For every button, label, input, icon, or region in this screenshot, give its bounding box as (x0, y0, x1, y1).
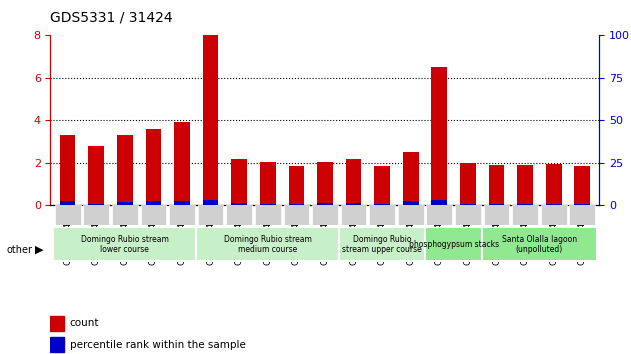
Bar (288, 166, 304, 205)
Bar (574, 204, 590, 205)
Bar (460, 163, 476, 205)
FancyBboxPatch shape (312, 205, 338, 225)
FancyBboxPatch shape (512, 205, 538, 225)
Bar (317, 162, 333, 205)
Bar (60, 201, 76, 205)
Bar (203, 200, 218, 205)
Text: ▶: ▶ (35, 245, 43, 255)
Bar (574, 166, 590, 205)
FancyBboxPatch shape (455, 205, 481, 225)
Bar (88, 204, 104, 205)
FancyBboxPatch shape (341, 205, 367, 225)
FancyBboxPatch shape (141, 205, 167, 225)
Bar (50, 337, 64, 352)
Bar (403, 201, 418, 205)
FancyBboxPatch shape (227, 205, 252, 225)
Bar (432, 67, 447, 205)
Bar (146, 201, 162, 205)
FancyBboxPatch shape (55, 205, 81, 225)
Bar (374, 166, 390, 205)
FancyBboxPatch shape (83, 205, 109, 225)
Bar (288, 204, 304, 205)
FancyBboxPatch shape (483, 205, 509, 225)
FancyBboxPatch shape (369, 205, 395, 225)
Bar (117, 135, 133, 205)
Bar (517, 204, 533, 205)
FancyBboxPatch shape (339, 227, 425, 261)
FancyBboxPatch shape (482, 227, 596, 261)
Bar (432, 200, 447, 205)
FancyBboxPatch shape (283, 205, 309, 225)
FancyBboxPatch shape (112, 205, 138, 225)
FancyBboxPatch shape (427, 205, 452, 225)
Bar (517, 165, 533, 205)
Bar (374, 204, 390, 205)
Bar (60, 135, 76, 205)
FancyBboxPatch shape (425, 227, 482, 261)
Bar (403, 152, 418, 205)
Text: Domingo Rubio stream
lower course: Domingo Rubio stream lower course (81, 235, 168, 254)
Bar (260, 162, 276, 205)
Bar (232, 203, 247, 205)
Bar (232, 159, 247, 205)
Bar (346, 159, 362, 205)
Text: phosphogypsum stacks: phosphogypsum stacks (408, 240, 498, 249)
Bar (488, 204, 504, 205)
Bar (546, 164, 562, 205)
Text: other: other (6, 245, 32, 255)
Bar (203, 35, 218, 205)
Bar (117, 202, 133, 205)
FancyBboxPatch shape (196, 227, 339, 261)
Text: count: count (69, 318, 99, 329)
Text: Domingo Rubio
stream upper course: Domingo Rubio stream upper course (342, 235, 422, 254)
Bar (260, 204, 276, 205)
FancyBboxPatch shape (569, 205, 595, 225)
Bar (146, 129, 162, 205)
Text: percentile rank within the sample: percentile rank within the sample (69, 339, 245, 350)
FancyBboxPatch shape (169, 205, 195, 225)
Bar (488, 165, 504, 205)
FancyBboxPatch shape (541, 205, 567, 225)
Text: GDS5331 / 31424: GDS5331 / 31424 (50, 11, 173, 25)
Bar (174, 201, 190, 205)
FancyBboxPatch shape (54, 227, 196, 261)
Bar (50, 316, 64, 331)
Bar (546, 204, 562, 205)
Bar (460, 204, 476, 205)
Bar (88, 146, 104, 205)
Bar (346, 203, 362, 205)
Text: Domingo Rubio stream
medium course: Domingo Rubio stream medium course (224, 235, 312, 254)
FancyBboxPatch shape (255, 205, 281, 225)
FancyBboxPatch shape (198, 205, 223, 225)
Bar (174, 122, 190, 205)
Text: Santa Olalla lagoon
(unpolluted): Santa Olalla lagoon (unpolluted) (502, 235, 577, 254)
Bar (317, 203, 333, 205)
FancyBboxPatch shape (398, 205, 423, 225)
